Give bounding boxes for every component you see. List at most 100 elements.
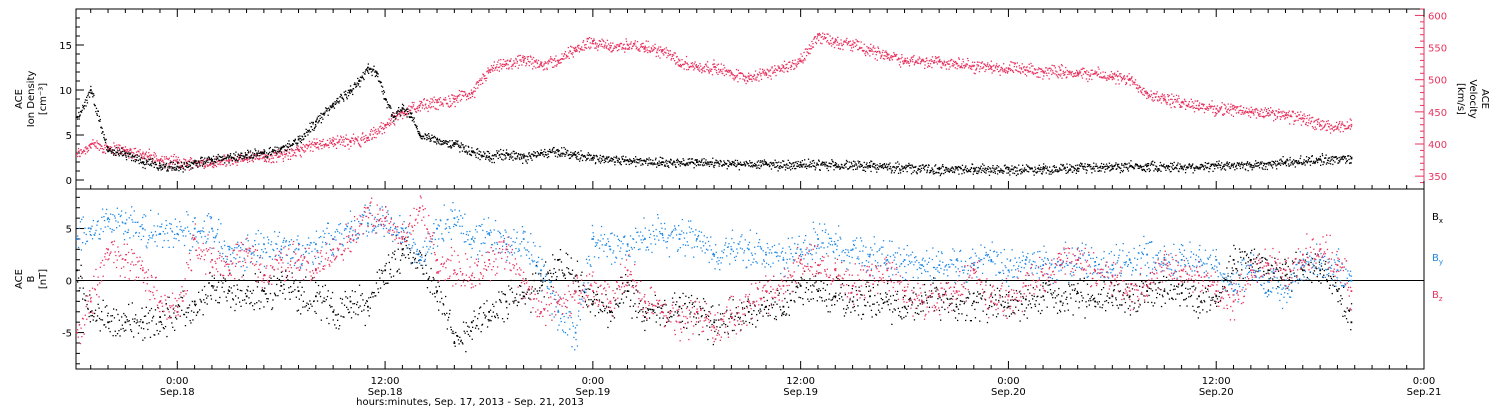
density-dot [328,108,329,109]
density-dot [752,162,753,163]
density-dot [182,166,183,167]
velocity-dot [763,73,764,74]
density-dot [1048,170,1049,171]
density-dot [934,173,935,174]
velocity-dot [360,146,361,147]
density-dot [964,169,965,170]
velocity-dot [1269,110,1270,111]
velocity-dot [156,155,157,156]
velocity-dot [1339,123,1340,124]
velocity-dot [1039,77,1040,78]
density-dot [898,173,899,174]
velocity-dot [1340,131,1341,132]
velocity-point [367,137,369,139]
density-dot [755,166,756,167]
velocity-dot [621,49,622,50]
velocity-dot [820,42,821,43]
velocity-dot [310,147,311,148]
density-dot [357,78,358,79]
density-dot [622,159,623,160]
density-dot [390,106,391,107]
velocity-dot [1185,109,1186,110]
velocity-dot [1057,76,1058,77]
velocity-dot [1149,94,1150,95]
density-tick-label: 15 [59,41,72,52]
velocity-dot [259,158,260,159]
density-dot [486,157,487,158]
density-dot [606,156,607,157]
velocity-dot [215,165,216,166]
velocity-dot [104,147,105,148]
velocity-dot [311,144,312,145]
velocity-dot [173,160,174,161]
velocity-dot [976,69,977,70]
velocity-dot [1105,78,1106,79]
density-dot [113,152,114,153]
density-dot [798,166,799,167]
velocity-dot [838,48,839,49]
density-dot [102,131,103,132]
density-dot [462,144,463,145]
velocity-dot [169,158,170,159]
velocity-dot [280,156,281,157]
density-dot [1038,169,1039,170]
density-dot [259,155,260,156]
velocity-dot [230,165,231,166]
velocity-dot [430,98,431,99]
density-dot [1017,170,1018,171]
density-dot [360,80,361,81]
velocity-dot [717,74,718,75]
density-dot [1135,165,1136,166]
velocity-dot [1075,72,1076,73]
density-dot [304,133,305,134]
velocity-dot [531,63,532,64]
velocity-dot [902,61,903,62]
density-dot [866,162,867,163]
density-dot [371,71,372,72]
density-dot [271,154,272,155]
velocity-dot [517,56,518,57]
velocity-dot [555,61,556,62]
density-dot [150,159,151,160]
velocity-dot [146,152,147,153]
density-dot [525,160,526,161]
velocity-dot [889,58,890,59]
velocity-dot [855,39,856,40]
density-dot [213,156,214,157]
velocity-dot [224,156,225,157]
velocity-point [1285,114,1287,116]
velocity-dot [1199,109,1200,110]
density-dot [84,102,85,103]
density-dot [484,153,485,154]
velocity-dot [1004,68,1005,69]
density-dot [93,95,94,96]
density-dot [270,147,271,148]
density-dot [135,161,136,162]
density-dot [1043,163,1044,164]
velocity-dot [828,34,829,35]
velocity-dot [571,47,572,48]
density-dot [1086,170,1087,171]
density-dot [301,139,302,140]
density-dot [479,154,480,155]
density-dot [677,159,678,160]
velocity-dot [435,99,436,100]
velocity-dot [948,69,949,70]
velocity-dot [646,40,647,41]
velocity-dot [964,67,965,68]
velocity-dot [288,159,289,160]
density-dot [204,163,205,164]
velocity-dot [353,134,354,135]
density-dot [698,165,699,166]
velocity-dot [1006,67,1007,68]
density-dot [494,162,495,163]
velocity-tick-label: 550 [1428,44,1447,55]
velocity-dot [699,67,700,68]
density-dot [1153,164,1154,165]
density-dot [95,111,96,112]
density-dot [798,161,799,162]
velocity-dot [583,40,584,41]
velocity-dot [851,47,852,48]
velocity-dot [1121,77,1122,78]
density-dot [713,165,714,166]
